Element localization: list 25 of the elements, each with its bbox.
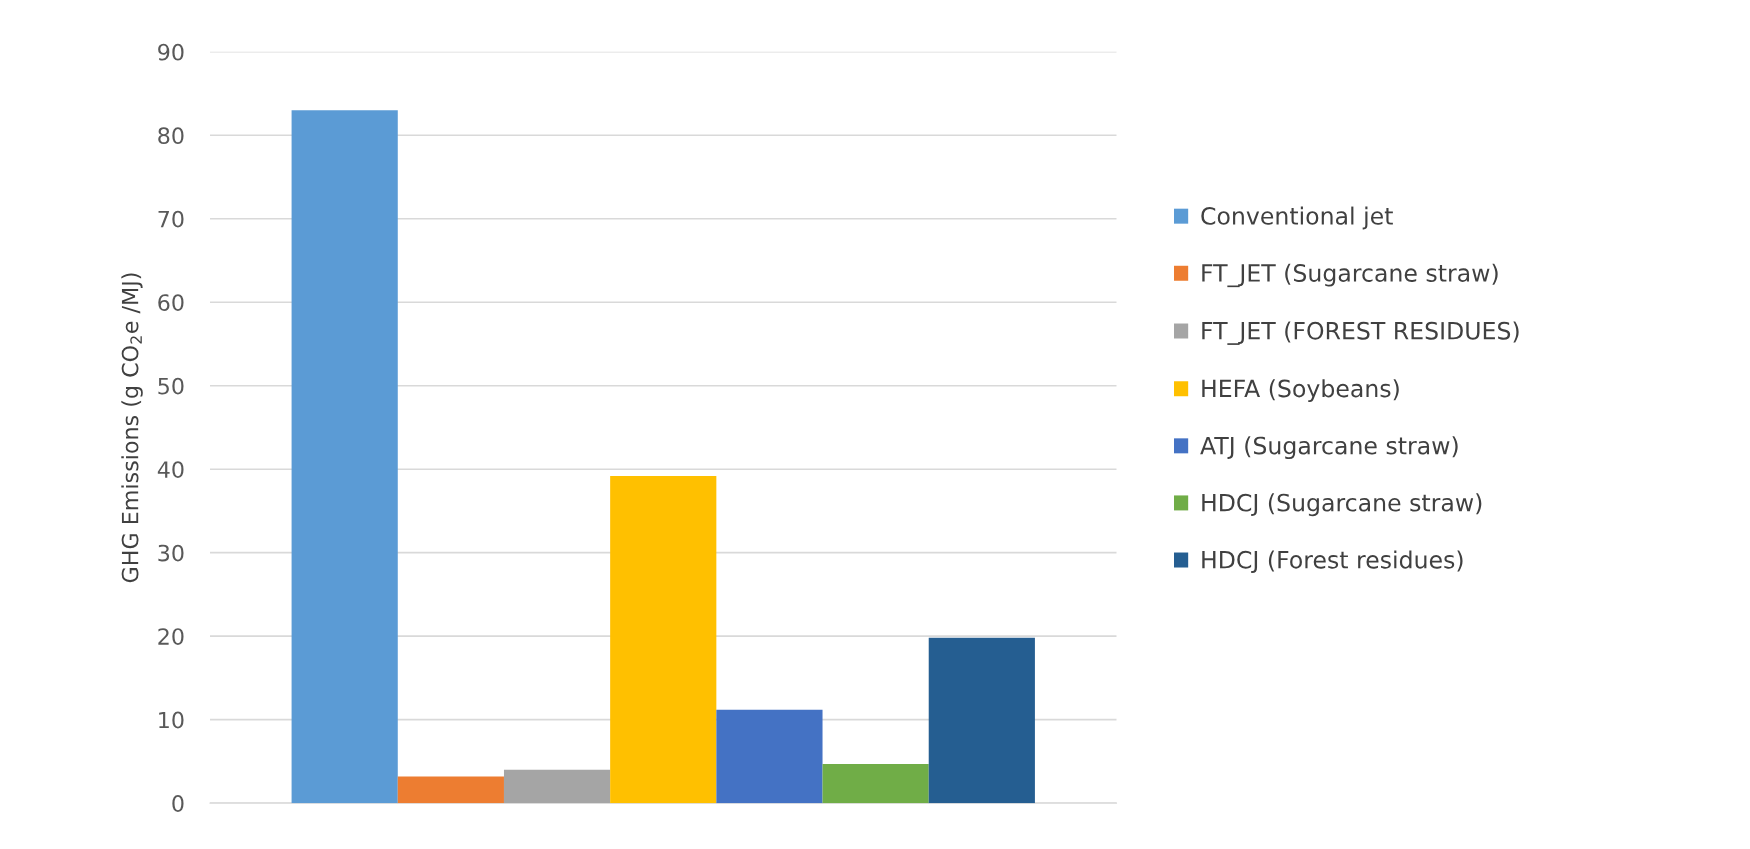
y-tick-label: 10 xyxy=(159,711,184,729)
bar xyxy=(397,776,504,804)
bar xyxy=(822,763,929,804)
bar xyxy=(503,769,611,804)
y-tick-label: 50 xyxy=(158,377,184,395)
legend-label: FT_JET (Sugarcane straw) xyxy=(1202,263,1498,288)
legend-label: Conventional jet xyxy=(1201,206,1393,230)
legend-label: HDCJ (Sugarcane straw) xyxy=(1202,493,1482,517)
y-tick-label: 0 xyxy=(172,795,184,812)
y-tick-label: 80 xyxy=(158,127,184,145)
y-tick-label: 20 xyxy=(158,628,184,645)
y-tick-label: 30 xyxy=(158,544,184,562)
y-axis-title: GHG Emissions (g CO$_{2}$e /MJ) xyxy=(121,273,143,583)
bar xyxy=(610,475,717,804)
legend-label: ATJ (Sugarcane straw) xyxy=(1200,436,1458,460)
y-tick-label: 60 xyxy=(158,294,184,311)
bar xyxy=(928,637,1035,804)
bar xyxy=(291,110,398,804)
legend-label: FT_JET (FOREST RESIDUES) xyxy=(1202,321,1519,345)
bar xyxy=(716,709,823,804)
legend-label: HEFA (Soybeans) xyxy=(1202,379,1399,402)
y-tick-label: 90 xyxy=(158,43,184,61)
legend-label: HDCJ (Forest residues) xyxy=(1202,550,1463,574)
y-tick-label: 70 xyxy=(158,210,184,228)
y-tick-label: 40 xyxy=(157,461,184,478)
